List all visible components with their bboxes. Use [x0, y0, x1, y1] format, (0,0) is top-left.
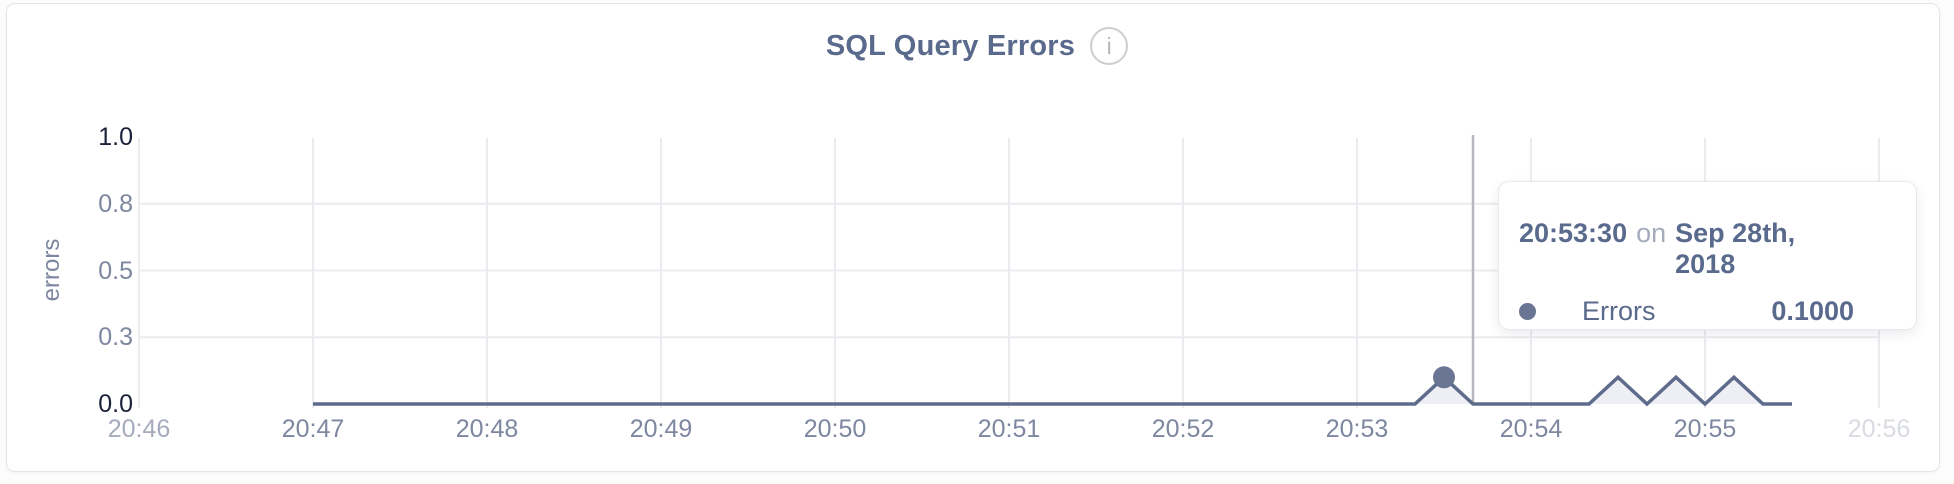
error-series-area — [313, 377, 1792, 404]
tooltip-time: 20:53:30 — [1519, 218, 1628, 248]
tooltip-date-connector: on — [1636, 218, 1667, 248]
error-series-line — [313, 374, 1792, 407]
tooltip-series-value: 0.1000 — [1771, 296, 1854, 326]
tooltip-date: Sep 28th, 2018 — [1675, 218, 1796, 279]
info-icon[interactable]: i — [1090, 27, 1129, 65]
tooltip-header: 20:53:30 on Sep 28th, 2018 — [1519, 218, 1854, 280]
series-bullet-icon — [1519, 303, 1536, 320]
info-icon-glyph: i — [1106, 32, 1112, 59]
tooltip-series-row: Errors 0.1000 — [1519, 296, 1854, 327]
chart-title: SQL Query Errors — [825, 29, 1076, 62]
tooltip-series-label: Errors — [1582, 296, 1656, 326]
hover-tooltip: 20:53:30 on Sep 28th, 2018 Errors 0.1000 — [1498, 181, 1917, 330]
chart-header: SQL Query Errors i — [0, 27, 1954, 65]
y-axis-title: errors — [38, 238, 65, 302]
hover-point-marker[interactable] — [1433, 366, 1455, 389]
